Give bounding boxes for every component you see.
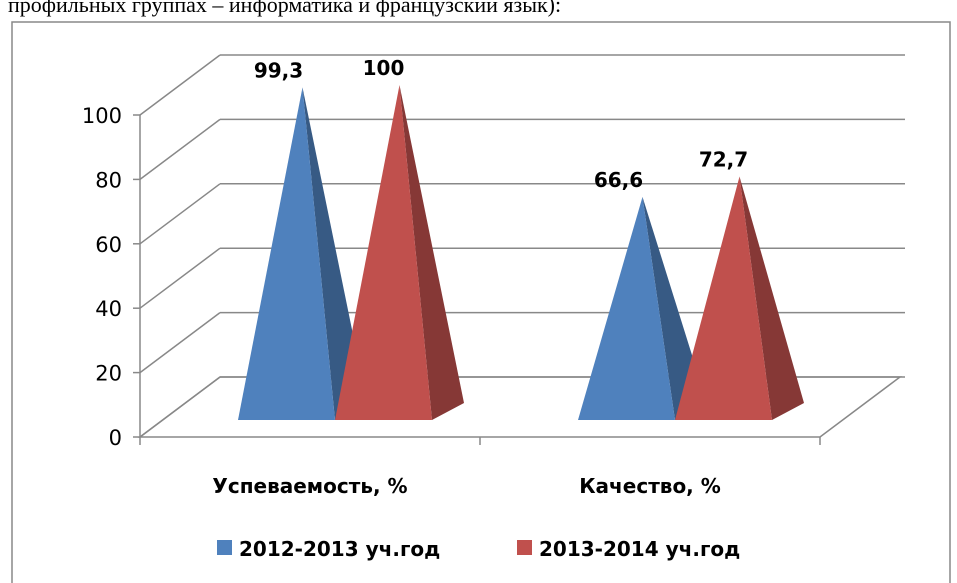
y-tick-label: 40	[95, 297, 122, 321]
value-label: 72,7	[699, 147, 748, 171]
y-tick-label: 0	[109, 426, 122, 450]
pyramid-side	[739, 176, 804, 420]
pyramid-front	[335, 85, 432, 420]
legend-label: 2012-2013 уч.год	[239, 537, 440, 561]
legend-label: 2013-2014 уч.год	[539, 537, 740, 561]
value-label: 66,6	[594, 168, 643, 192]
y-tick-label: 80	[95, 168, 122, 192]
y-tick-label: 60	[95, 233, 122, 257]
x-tick-label: Успеваемость, %	[212, 474, 407, 498]
grid-line	[139, 183, 221, 245]
chart-frame	[11, 21, 951, 583]
pyramid-side	[302, 87, 367, 420]
pyramid	[238, 87, 367, 420]
pyramid-side	[399, 85, 464, 420]
grid-line	[139, 312, 221, 374]
pyramid-front	[675, 176, 772, 420]
value-label: 100	[363, 56, 405, 80]
header-text: профильных группах – информатика и франц…	[8, 0, 561, 17]
pyramid	[335, 85, 464, 420]
grid-line	[139, 247, 221, 309]
grid-line	[139, 376, 221, 438]
y-tick-label: 100	[82, 104, 122, 128]
x-tick-label: Качество, %	[579, 474, 721, 498]
legend-swatch	[217, 540, 232, 555]
pyramid-front	[578, 196, 675, 420]
grid-line	[139, 54, 221, 116]
pyramid	[675, 176, 804, 420]
legend-swatch	[517, 540, 532, 555]
value-label: 99,3	[254, 58, 303, 82]
y-tick-label: 20	[95, 362, 122, 386]
grid-line	[139, 118, 221, 180]
pyramid-front	[238, 87, 335, 420]
